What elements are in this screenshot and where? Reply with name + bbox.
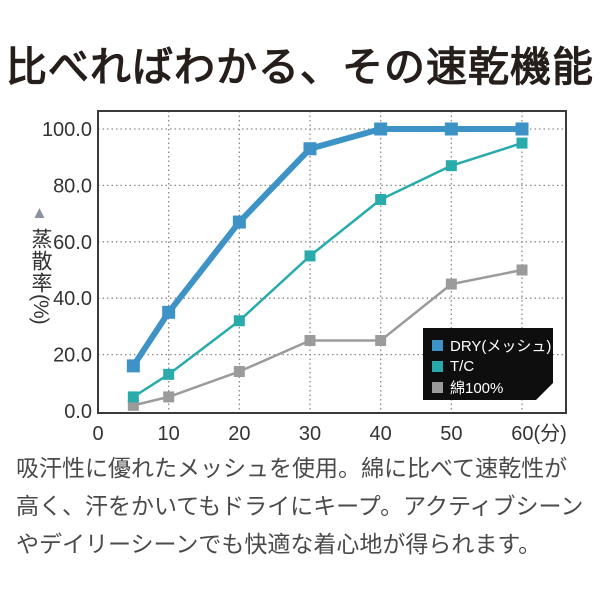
data-point-marker — [127, 399, 139, 411]
data-point-marker — [163, 368, 175, 380]
data-point-marker — [445, 278, 457, 290]
plot-frame — [97, 110, 567, 414]
y-axis-tick-label: 40.0 — [53, 288, 92, 310]
data-point-marker — [304, 250, 316, 262]
x-axis-tick-label: 60(分) — [511, 422, 567, 445]
chart-legend: DRY(メッシュ) T/C 綿100% — [423, 328, 553, 400]
y-axis-title: 蒸散率(%) — [25, 228, 55, 378]
y-axis-tick-label: 20.0 — [53, 345, 92, 367]
x-axis-tick-label: 0 — [92, 423, 103, 445]
legend-item-dry: DRY(メッシュ) — [432, 335, 553, 356]
y-axis-tick-label: 60.0 — [53, 232, 92, 254]
legend-item-cotton: 綿100% — [432, 377, 553, 398]
data-point-marker — [516, 264, 528, 276]
cotton-series-swatch-icon — [432, 382, 443, 393]
page-title: 比べればわかる、その速乾機能 — [6, 44, 594, 90]
up-triangle-icon: ▲ — [31, 203, 48, 222]
data-point-marker — [162, 305, 176, 319]
data-point-marker — [516, 137, 528, 149]
y-axis-tick-label: 0.0 — [64, 401, 92, 423]
data-point-marker — [304, 335, 316, 346]
data-point-marker — [374, 122, 388, 136]
data-point-marker — [444, 122, 458, 136]
data-point-marker — [232, 215, 246, 229]
x-axis-tick-label: 50 — [440, 423, 462, 445]
y-axis-tick-label: 100.0 — [42, 119, 92, 141]
data-point-marker — [233, 315, 245, 327]
x-axis-tick-label: 10 — [158, 423, 180, 445]
data-point-marker — [515, 122, 529, 136]
legend-label-tc: T/C — [450, 358, 475, 375]
y-axis-title-text: 蒸散率 — [29, 228, 52, 294]
legend-label-dry: DRY(メッシュ) — [450, 338, 552, 355]
data-point-marker — [375, 335, 387, 346]
x-axis-tick-label: 20 — [228, 423, 250, 445]
tc-series-swatch-icon — [432, 361, 443, 372]
data-point-marker — [303, 142, 317, 156]
description-text: 吸汗性に優れたメッシュを使用。綿に比べて速乾性が高く、汗をかいてもドライにキープ… — [16, 455, 584, 557]
dry-series-swatch-icon — [432, 340, 443, 351]
x-axis-tick-label: 40 — [370, 423, 392, 445]
legend-item-tc: T/C — [432, 356, 553, 377]
data-point-marker — [375, 194, 387, 205]
data-point-marker — [126, 359, 140, 373]
data-point-marker — [127, 391, 139, 403]
data-point-marker — [233, 366, 245, 378]
y-axis-title-unit: (%) — [29, 294, 52, 324]
data-point-marker — [445, 160, 457, 172]
x-axis-tick-label: 30 — [299, 423, 321, 445]
legend-label-cotton: 綿100% — [450, 380, 504, 397]
y-axis-tick-label: 80.0 — [53, 175, 92, 197]
data-point-marker — [163, 391, 175, 403]
